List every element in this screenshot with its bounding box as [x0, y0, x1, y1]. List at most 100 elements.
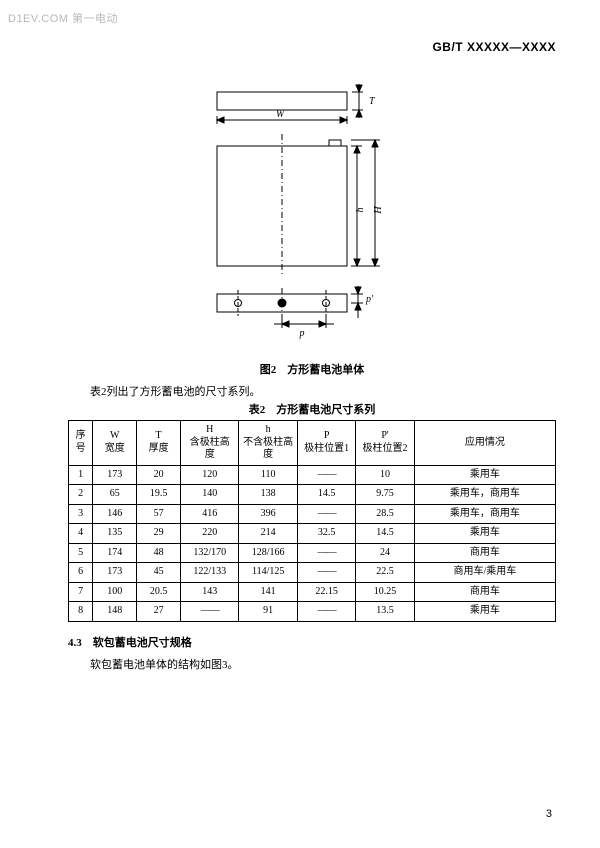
th-Pp: P' 极柱位置2: [356, 421, 414, 466]
cell-T: 29: [137, 524, 181, 544]
cell-T: 45: [137, 563, 181, 583]
cell-Pp: 9.75: [356, 485, 414, 505]
th-H-l2: 含极柱高: [190, 437, 230, 448]
cell-T: 48: [137, 543, 181, 563]
standard-code: GB/T XXXXX—XXXX: [68, 40, 556, 54]
cell-app: 乘用车: [414, 524, 555, 544]
th-H: H 含极柱高 度: [181, 421, 239, 466]
th-seq: 序 号: [69, 421, 93, 466]
th-W-l2: 宽度: [105, 443, 125, 454]
cell-W: 174: [93, 543, 137, 563]
cell-H: 120: [181, 465, 239, 485]
table-row: 617345122/133114/125——22.5商用车/乘用车: [69, 563, 556, 583]
th-P: P 极柱位置1: [297, 421, 355, 466]
cell-app: 乘用车: [414, 602, 555, 622]
th-Pp-l2: 极柱位置2: [363, 443, 408, 454]
cell-app: 商用车: [414, 582, 555, 602]
cell-P: ——: [297, 465, 355, 485]
cell-W: 173: [93, 465, 137, 485]
cell-H: ——: [181, 602, 239, 622]
th-h-l1: h: [266, 424, 271, 435]
section-heading: 4.3 软包蓄电池尺寸规格: [68, 634, 556, 650]
table-intro: 表2列出了方形蓄电池的尺寸系列。: [68, 383, 556, 399]
page-body: GB/T XXXXX—XXXX W T: [0, 0, 600, 692]
cell-W: 146: [93, 504, 137, 524]
cell-h: 128/166: [239, 543, 297, 563]
cell-P: ——: [297, 504, 355, 524]
cell-Pp: 22.5: [356, 563, 414, 583]
cell-app: 乘用车，商用车: [414, 485, 555, 505]
cell-h: 114/125: [239, 563, 297, 583]
cell-h: 141: [239, 582, 297, 602]
cell-seq: 7: [69, 582, 93, 602]
th-seq-l2: 号: [76, 443, 86, 454]
cell-W: 148: [93, 602, 137, 622]
cell-W: 135: [93, 524, 137, 544]
cell-Pp: 10: [356, 465, 414, 485]
table-row: 26519.514013814.59.75乘用车，商用车: [69, 485, 556, 505]
th-T-l2: 厚度: [149, 443, 169, 454]
cell-Pp: 28.5: [356, 504, 414, 524]
cell-T: 57: [137, 504, 181, 524]
th-app: 应用情况: [414, 421, 555, 466]
cell-h: 110: [239, 465, 297, 485]
cell-T: 20: [137, 465, 181, 485]
cell-T: 27: [137, 602, 181, 622]
cell-seq: 2: [69, 485, 93, 505]
cell-T: 20.5: [137, 582, 181, 602]
cell-Pp: 24: [356, 543, 414, 563]
table-header-row: 序 号 W 宽度 T 厚度 H 含极柱高 度 h 不含极: [69, 421, 556, 466]
cell-H: 220: [181, 524, 239, 544]
label-h: h: [355, 208, 366, 213]
cell-seq: 8: [69, 602, 93, 622]
diagram-svg: W T h H: [162, 84, 462, 344]
cell-h: 91: [239, 602, 297, 622]
th-h: h 不含极柱高 度: [239, 421, 297, 466]
th-h-l3: 度: [263, 449, 273, 460]
th-H-l3: 度: [205, 449, 215, 460]
cell-W: 173: [93, 563, 137, 583]
table-caption: 表2 方形蓄电池尺寸系列: [68, 401, 556, 417]
th-P-l2: 极柱位置1: [304, 443, 349, 454]
th-seq-l1: 序: [76, 430, 86, 441]
page-number: 3: [546, 808, 552, 820]
section-text: 软包蓄电池单体的结构如图3。: [68, 656, 556, 672]
cell-h: 214: [239, 524, 297, 544]
cell-Pp: 13.5: [356, 602, 414, 622]
th-h-l2: 不含极柱高: [243, 437, 293, 448]
cell-H: 140: [181, 485, 239, 505]
label-H: H: [373, 206, 384, 215]
cell-P: ——: [297, 543, 355, 563]
cell-P: ——: [297, 602, 355, 622]
label-p: p: [299, 328, 305, 339]
th-T-l1: T: [156, 430, 162, 441]
cell-seq: 5: [69, 543, 93, 563]
cell-T: 19.5: [137, 485, 181, 505]
table-row: 41352922021432.514.5乘用车: [69, 524, 556, 544]
th-P-l1: P: [324, 430, 330, 441]
th-W-l1: W: [110, 430, 119, 441]
figure-caption: 图2 方形蓄电池单体: [68, 361, 556, 377]
cell-Pp: 10.25: [356, 582, 414, 602]
cell-H: 122/133: [181, 563, 239, 583]
cell-P: ——: [297, 563, 355, 583]
watermark-text: D1EV.COM 第一电动: [8, 10, 118, 26]
label-T: T: [369, 96, 376, 107]
cell-H: 143: [181, 582, 239, 602]
cell-app: 乘用车: [414, 465, 555, 485]
cell-seq: 3: [69, 504, 93, 524]
table-row: 814827——91——13.5乘用车: [69, 602, 556, 622]
cell-seq: 1: [69, 465, 93, 485]
th-T: T 厚度: [137, 421, 181, 466]
table-row: 117320120110——10乘用车: [69, 465, 556, 485]
th-H-l1: H: [206, 424, 213, 435]
cell-W: 65: [93, 485, 137, 505]
table-body: 117320120110——10乘用车26519.514013814.59.75…: [69, 465, 556, 621]
cell-Pp: 14.5: [356, 524, 414, 544]
cell-app: 商用车/乘用车: [414, 563, 555, 583]
label-W: W: [276, 109, 286, 120]
table-row: 710020.514314122.1510.25商用车: [69, 582, 556, 602]
cell-P: 32.5: [297, 524, 355, 544]
cell-H: 416: [181, 504, 239, 524]
dimension-table: 序 号 W 宽度 T 厚度 H 含极柱高 度 h 不含极: [68, 420, 556, 622]
